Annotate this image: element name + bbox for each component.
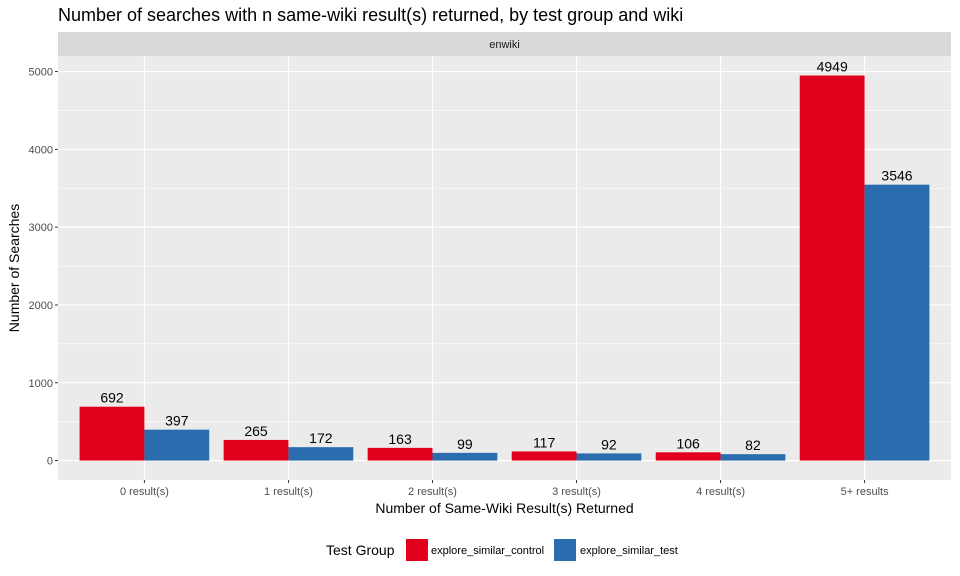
- legend-swatch: [554, 539, 576, 561]
- bar-explore_similar_test: [720, 454, 786, 461]
- bar-value-label: 99: [457, 436, 473, 452]
- bar-value-label: 117: [533, 434, 556, 450]
- y-tick-label: 4000: [29, 144, 53, 156]
- x-tick-label: 1 result(s): [264, 486, 313, 498]
- bar-explore_similar_control: [367, 447, 433, 461]
- facet-strip: [58, 32, 951, 56]
- y-tick-label: 0: [47, 456, 53, 468]
- bar-value-label: 163: [388, 431, 412, 447]
- y-axis-title: Number of Searches: [6, 204, 22, 332]
- bar-explore_similar_control: [511, 451, 577, 461]
- x-axis-ticks: 0 result(s) 1 result(s) 2 result(s) 3 resul…: [120, 480, 889, 498]
- bars: [79, 75, 930, 461]
- bar-value-label: 92: [601, 436, 617, 452]
- legend-swatch: [406, 539, 428, 561]
- x-tick-label: 4 result(s): [696, 486, 745, 498]
- bar-explore_similar_test: [432, 452, 498, 461]
- x-axis-title: Number of Same-Wiki Result(s) Returned: [375, 500, 633, 516]
- y-tick-label: 5000: [29, 67, 53, 79]
- legend-title: Test Group: [326, 542, 395, 558]
- bar-value-label: 172: [309, 430, 333, 446]
- bar-explore_similar_test: [576, 453, 642, 461]
- bar-value-label: 397: [165, 413, 189, 429]
- bar-labels: 692 265 163 117 106 4949 397 172 99 92 82 3546: [100, 59, 912, 454]
- bar-value-label: 265: [244, 423, 268, 439]
- x-tick-label: 3 result(s): [552, 486, 601, 498]
- y-tick-label: 3000: [29, 222, 53, 234]
- x-tick-label: 0 result(s): [120, 486, 169, 498]
- bar-explore_similar_test: [864, 184, 930, 461]
- bar-explore_similar_control: [655, 452, 721, 461]
- x-tick-label: 2 result(s): [408, 486, 457, 498]
- bar-value-label: 3546: [881, 168, 912, 184]
- facet-strip-label: enwiki: [489, 39, 520, 51]
- legend: Test Group explore_similar_control explor…: [326, 539, 678, 561]
- y-axis-ticks: 0 1000 2000 3000 4000 5000: [29, 67, 58, 468]
- x-tick-label: 5+ results: [841, 486, 889, 498]
- legend-label: explore_similar_test: [580, 545, 678, 557]
- bar-explore_similar_control: [79, 406, 145, 461]
- bar-explore_similar_control: [223, 439, 289, 461]
- y-tick-label: 2000: [29, 300, 53, 312]
- bar-explore_similar_test: [144, 429, 210, 461]
- chart-title: Number of searches with n same-wiki resu…: [58, 5, 683, 25]
- bar-value-label: 692: [100, 390, 124, 406]
- bar-value-label: 4949: [817, 59, 848, 75]
- bar-value-label: 82: [745, 437, 761, 453]
- bar-value-label: 106: [676, 435, 700, 451]
- legend-label: explore_similar_control: [431, 545, 544, 557]
- y-tick-label: 1000: [29, 378, 53, 390]
- bar-explore_similar_test: [288, 447, 354, 461]
- legend-items: explore_similar_control explore_similar_t…: [406, 539, 678, 561]
- bar-explore_similar_control: [799, 75, 865, 461]
